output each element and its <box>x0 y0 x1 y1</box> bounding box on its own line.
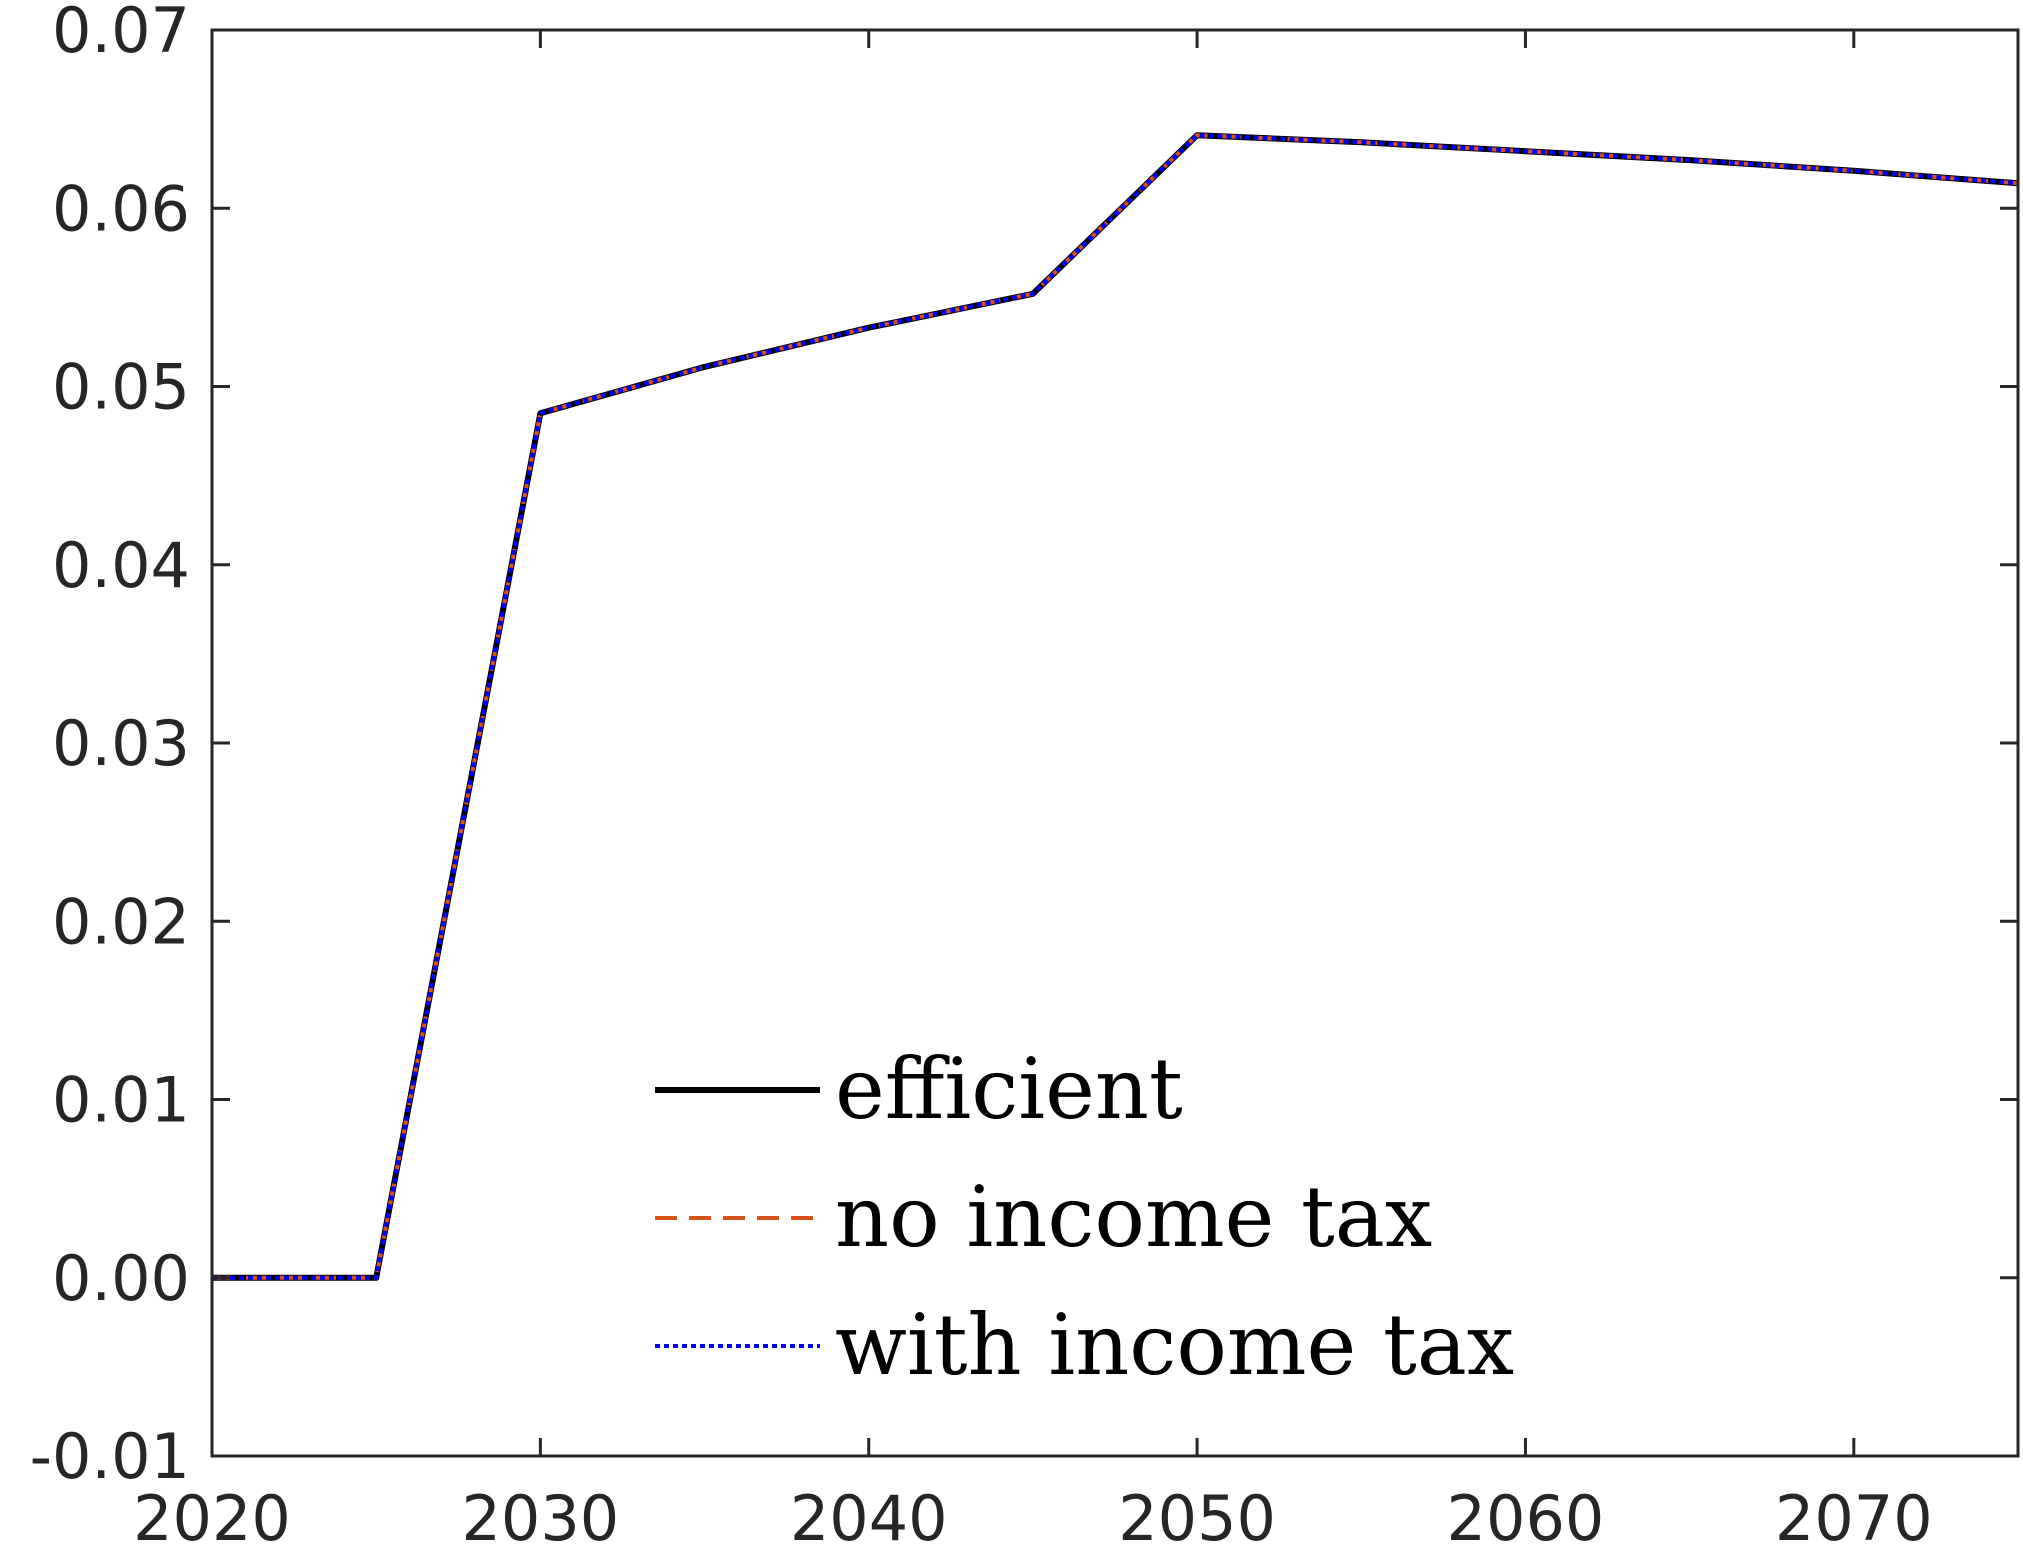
y-tick-label: -0.01 <box>30 1420 190 1493</box>
y-tick-label: 0.00 <box>52 1242 190 1315</box>
y-tick-label: 0.03 <box>52 707 190 780</box>
y-tick-label: 0.05 <box>52 351 190 424</box>
ticks-layer <box>210 28 2018 1458</box>
x-tick-label: 2060 <box>1447 1482 1605 1554</box>
x-tick-label: 2050 <box>1118 1482 1276 1554</box>
y-tick-label: 0.07 <box>52 0 190 67</box>
y-tick-label: 0.01 <box>52 1064 190 1137</box>
legend-label-1: no income tax <box>835 1168 1432 1266</box>
x-tick-label: 2030 <box>461 1482 619 1554</box>
legend: efficient no income tax with income tax <box>655 1040 1514 1394</box>
labels-layer: 2020 2030 2040 2050 2060 2070 -0.01 0.00 0.01 0.0… <box>30 0 1933 1554</box>
x-tick-label: 2070 <box>1775 1482 1933 1554</box>
series-layer <box>212 132 2019 1281</box>
x-tick-label: 2020 <box>133 1482 291 1554</box>
y-tick-label: 0.04 <box>52 529 190 602</box>
y-tick-label: 0.06 <box>52 172 190 245</box>
series-line-2 <box>212 133 2019 1280</box>
legend-label-2: with income tax <box>835 1296 1514 1394</box>
y-tick-label: 0.02 <box>52 885 190 958</box>
series-line-1 <box>212 133 2019 1280</box>
legend-label-0: efficient <box>835 1040 1183 1138</box>
x-tick-label: 2040 <box>790 1482 948 1554</box>
